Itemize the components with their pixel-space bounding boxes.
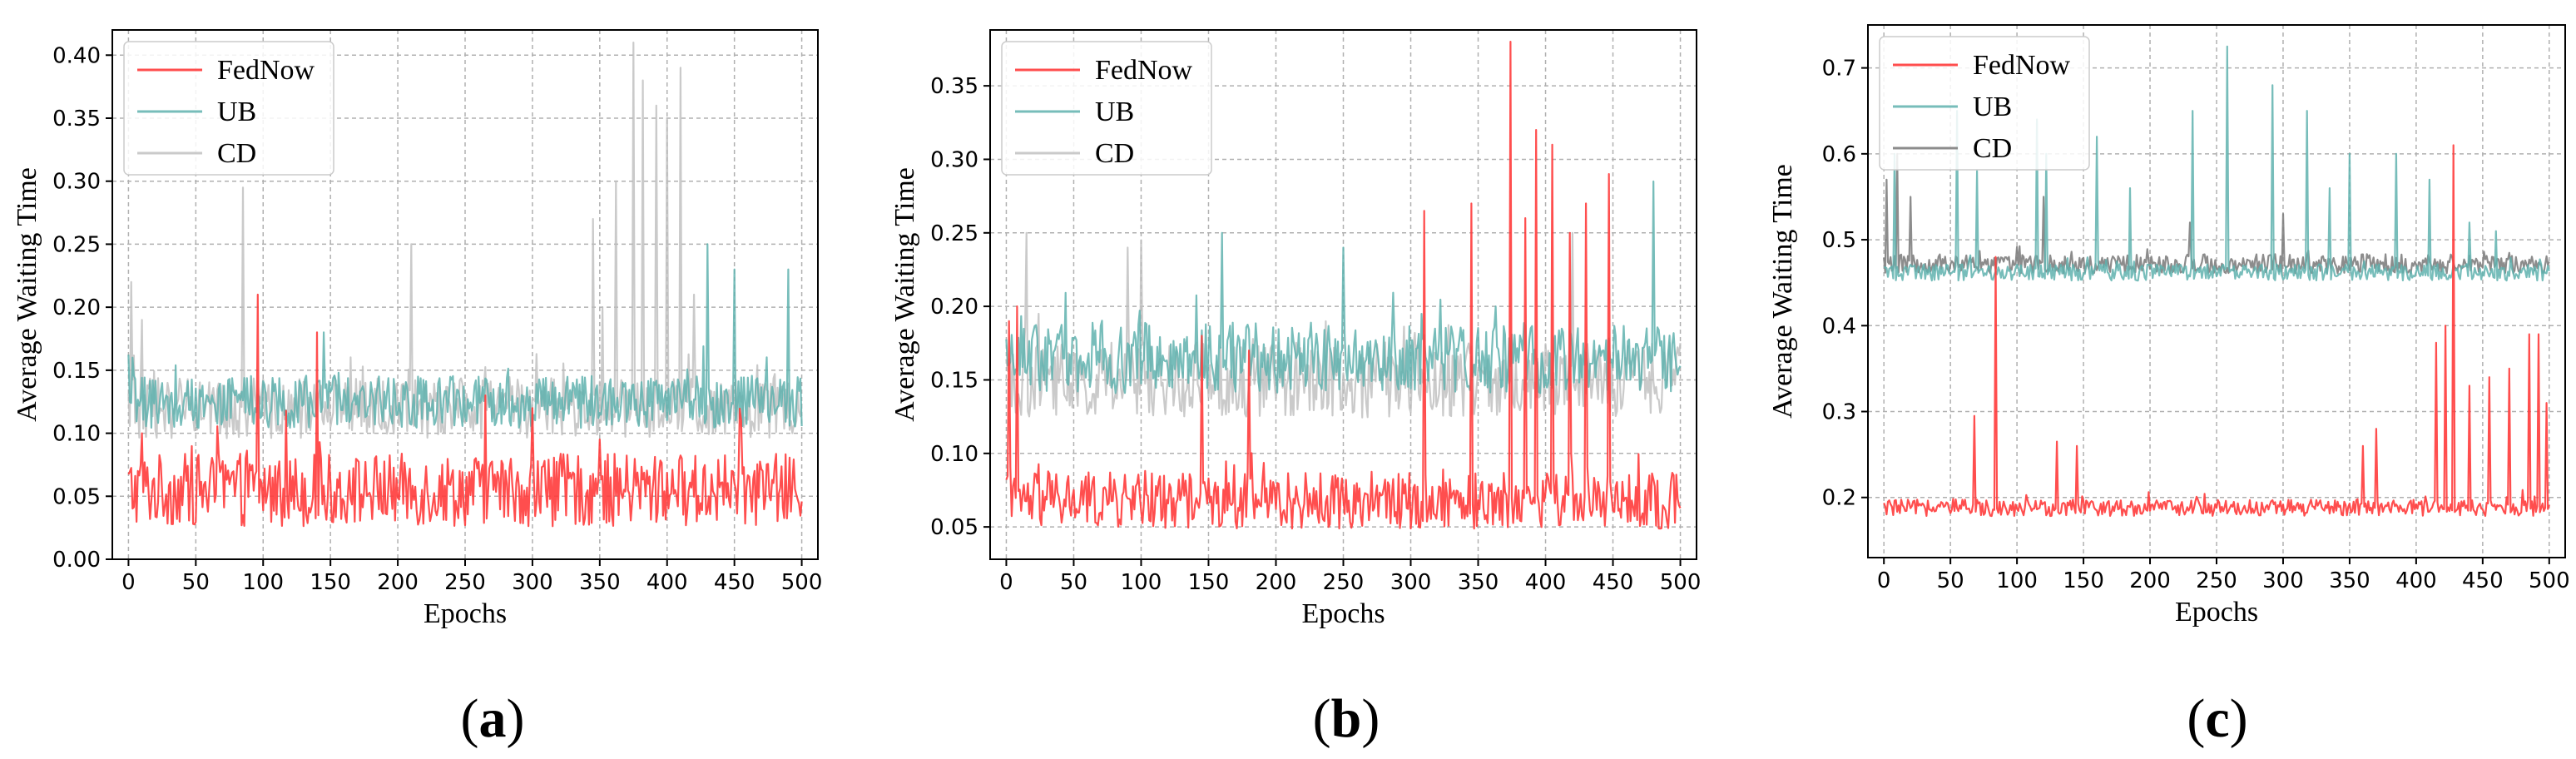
legend-label-cd: CD: [217, 138, 256, 169]
x-tick-label: 350: [579, 570, 621, 595]
x-tick-label: 300: [512, 570, 553, 595]
series-line-cd: [1005, 231, 1682, 419]
y-tick-label: 0.35: [52, 107, 101, 131]
y-tick-label: 0.25: [52, 232, 101, 257]
legend-label-ub: UB: [1095, 97, 1134, 127]
y-tick-label: 0.35: [930, 74, 978, 99]
y-axis-label: Average Waiting Time: [889, 167, 920, 422]
x-tick-label: 450: [714, 570, 755, 595]
y-tick-label: 0.00: [52, 548, 101, 573]
x-tick-label: 0: [1877, 568, 1891, 593]
series-line-fednow: [127, 293, 803, 528]
x-tick-label: 150: [1188, 570, 1230, 595]
y-tick-label: 0.3: [1822, 400, 1856, 425]
y-tick-label: 0.25: [930, 221, 978, 246]
x-tick-label: 250: [1323, 570, 1365, 595]
x-tick-label: 100: [1121, 570, 1162, 595]
y-tick-label: 0.05: [930, 515, 978, 540]
y-tick-label: 0.5: [1822, 228, 1856, 253]
legend-box: [1001, 41, 1212, 176]
x-tick-label: 500: [781, 570, 823, 595]
chart-panel-1: 0 50 100 150 200 250 300 350 400 450 500 0.00 0.05 0.…: [12, 29, 823, 749]
y-tick-label: 0.10: [52, 422, 101, 447]
legend-label-cd: CD: [1973, 133, 2012, 164]
legend-label-ub: UB: [1973, 92, 2012, 122]
legend-label-fednow: FedNow: [217, 55, 315, 86]
x-tick-label: 0: [121, 570, 136, 595]
y-tick-label: 0.20: [52, 295, 101, 320]
y-tick-label: 0.30: [52, 170, 101, 195]
y-axis-label: Average Waiting Time: [1767, 164, 1798, 419]
series-line-fednow: [1005, 40, 1682, 530]
x-axis-label: Epochs: [424, 598, 507, 629]
y-tick-label: 0.05: [52, 484, 101, 509]
chart-panel-3: 0 50 100 150 200 250 300 350 400 450 500 0.2 0.3 0.4 0…: [1767, 24, 2570, 749]
y-axis-label: Average Waiting Time: [12, 167, 42, 422]
y-tick-label: 0.15: [52, 359, 101, 384]
x-tick-label: 300: [2262, 568, 2304, 593]
x-tick-label: 0: [999, 570, 1013, 595]
x-tick-label: 100: [242, 570, 284, 595]
panel-label: (c): [2187, 688, 2247, 749]
x-axis-label: Epochs: [1301, 598, 1385, 629]
legend-label-ub: UB: [217, 97, 256, 127]
x-tick-label: 100: [1996, 568, 2038, 593]
y-tick-label: 0.30: [930, 147, 978, 172]
x-tick-label: 450: [2462, 568, 2504, 593]
series-group: [127, 41, 803, 528]
x-tick-label: 400: [646, 570, 688, 595]
x-tick-label: 200: [1256, 570, 1297, 595]
y-tick-label: 0.7: [1822, 57, 1856, 82]
y-tick-label: 0.10: [930, 442, 978, 467]
x-tick-label: 350: [1458, 570, 1499, 595]
x-tick-label: 450: [1593, 570, 1634, 595]
x-tick-label: 200: [377, 570, 419, 595]
y-tick-label: 0.20: [930, 295, 978, 320]
x-tick-label: 50: [182, 570, 210, 595]
y-tick-label: 0.15: [930, 368, 978, 393]
panel-label: (a): [461, 688, 525, 749]
panel-label: (b): [1313, 688, 1380, 749]
x-axis-label: Epochs: [2175, 597, 2258, 628]
chart-panel-2: 0 50 100 150 200 250 300 350 400 450 500 0.05 0.10 0.…: [889, 29, 1702, 749]
x-tick-label: 150: [310, 570, 351, 595]
series-group: [1005, 40, 1682, 530]
series-line-ub: [1005, 180, 1682, 394]
legend-label-fednow: FedNow: [1973, 50, 2071, 81]
x-tick-label: 50: [1060, 570, 1087, 595]
series-line-fednow: [1883, 144, 2550, 518]
y-tick-label: 0.4: [1822, 314, 1856, 339]
x-tick-label: 200: [2129, 568, 2171, 593]
legend-label-cd: CD: [1095, 138, 1134, 169]
series-group: [1883, 45, 2550, 518]
x-tick-label: 500: [2529, 568, 2570, 593]
x-tick-label: 350: [2329, 568, 2370, 593]
x-tick-label: 400: [2395, 568, 2437, 593]
legend-box: [1879, 36, 2090, 171]
x-tick-label: 250: [444, 570, 486, 595]
y-tick-label: 0.40: [52, 43, 101, 68]
x-tick-label: 250: [2196, 568, 2237, 593]
x-tick-label: 150: [2063, 568, 2104, 593]
y-tick-label: 0.6: [1822, 142, 1856, 167]
legend-label-fednow: FedNow: [1095, 55, 1193, 86]
x-tick-label: 50: [1937, 568, 1964, 593]
x-tick-label: 300: [1390, 570, 1432, 595]
legend-box: [123, 41, 334, 176]
x-tick-label: 500: [1660, 570, 1702, 595]
y-tick-label: 0.2: [1822, 486, 1856, 511]
x-tick-label: 400: [1525, 570, 1567, 595]
series-line-ub: [127, 243, 803, 429]
